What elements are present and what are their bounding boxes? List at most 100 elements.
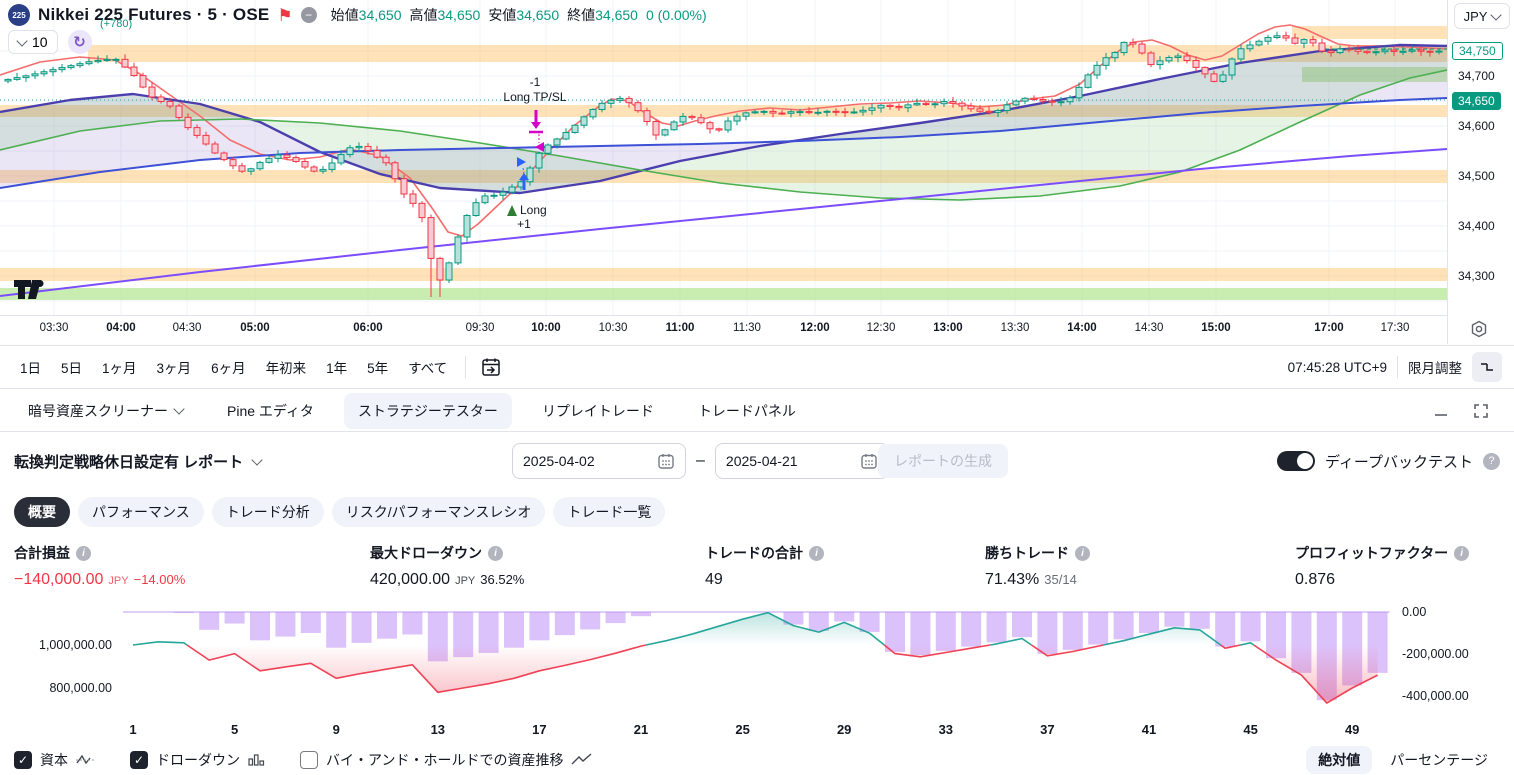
goto-date-icon[interactable]	[476, 352, 506, 382]
time-label: 09:30	[465, 322, 495, 334]
range-button[interactable]: 1ヶ月	[94, 352, 145, 382]
ma-long-line	[0, 148, 1447, 297]
range-button[interactable]: 5日	[53, 352, 90, 382]
minus-icon[interactable]: −	[300, 7, 317, 23]
panel-tab-label: ストラテジーテスター	[357, 402, 498, 419]
trade-number-label: 33	[938, 722, 954, 737]
buy-and-hold-checkbox[interactable]: バイ・アンド・ホールドでの資産推移	[300, 750, 593, 770]
range-button[interactable]: 6ヶ月	[203, 352, 254, 382]
info-icon[interactable]: i	[1075, 545, 1090, 561]
range-button[interactable]: 3ヶ月	[149, 352, 200, 382]
price-label: 34,700	[1458, 69, 1495, 83]
range-button[interactable]: すべて	[400, 352, 455, 382]
range-button[interactable]: 1日	[12, 352, 49, 382]
help-icon[interactable]: ?	[1483, 452, 1500, 470]
price-chart-pane[interactable]: -1 Long TP/SL Long +1 225 Nikkei 225 Future…	[0, 0, 1514, 345]
chevron-down-icon	[173, 403, 185, 415]
time-label: 05:00	[240, 322, 270, 334]
capital-label: 資本	[40, 752, 68, 768]
refresh-icon[interactable]: ↻	[67, 30, 92, 54]
exit-marker-icon	[535, 142, 544, 152]
report-tab[interactable]: 概要	[14, 497, 70, 527]
info-icon[interactable]: i	[1454, 545, 1470, 561]
report-tab[interactable]: リスク/パフォーマンスレシオ	[331, 497, 546, 527]
range-buttons: 1日 5日 1ヶ月 3ヶ月 6ヶ月 年初来 1年 5年 すべて	[12, 352, 455, 382]
time-axis[interactable]: 03:30 04:00 04:30 05:00 06:00 09:30 10:00 10:30…	[0, 315, 1447, 345]
equity-line	[883, 644, 991, 658]
panel-tab[interactable]: ストラテジーテスター	[343, 392, 512, 429]
panel-tab[interactable]: トレードパネル	[684, 393, 810, 429]
tradingview-logo	[14, 280, 44, 299]
panel-tab-label: 暗号資産スクリーナー	[28, 402, 168, 419]
report-tab[interactable]: トレード一覧	[553, 497, 666, 527]
buy-and-hold-label: バイ・アンド・ホールドでの資産推移	[326, 752, 564, 768]
date-to-input[interactable]: 2025-04-21	[714, 443, 889, 479]
panel-tab[interactable]: リプレイトレード	[528, 393, 668, 429]
toolbar-right: 07:45:28 UTC+9 限月調整	[1288, 352, 1502, 382]
equity-line-icon	[76, 754, 96, 765]
entry-marker-icon	[517, 157, 526, 167]
deep-backtest-control: ディープバックテスト ?	[1276, 451, 1500, 472]
interval-dropdown[interactable]: 10	[8, 30, 58, 54]
checkbox-checked-icon: ✓	[130, 751, 148, 769]
trade-number-label: 37	[1040, 722, 1055, 737]
time-label: 11:30	[733, 322, 761, 334]
svg-text:Long TP/SL: Long TP/SL	[503, 90, 566, 104]
drawdown-label: ドローダウン	[156, 752, 240, 768]
range-button[interactable]: 年初来	[258, 352, 315, 382]
equity-chart[interactable]: 1,000,000.00 800,000.00 0.00 -200,000.00 -40…	[0, 600, 1514, 745]
report-header: 転換判定戦略休日設定有 レポート 2025-04-02 – 2025-04-21…	[0, 432, 1514, 490]
info-icon[interactable]: i	[76, 545, 91, 561]
equity-line	[1103, 627, 1222, 646]
calendar-icon	[658, 454, 674, 469]
interval-value: 10	[32, 34, 48, 50]
stat-value: 0.876	[1295, 571, 1336, 588]
symbol-title[interactable]: Nikkei 225 Futures · 5 · OSE	[38, 5, 270, 24]
panel-tab[interactable]: 暗号資産スクリーナー	[14, 393, 197, 429]
capital-checkbox[interactable]: ✓ 資本	[14, 750, 96, 770]
report-tab[interactable]: パフォーマンス	[78, 497, 204, 527]
equity-area	[646, 612, 885, 645]
buy-and-hold-line-icon	[571, 753, 592, 765]
chevron-down-icon	[16, 34, 28, 47]
change-bubble: (+780)	[100, 18, 133, 30]
time-label: 12:30	[866, 322, 896, 334]
generate-report-button[interactable]: レポートの生成	[878, 444, 1008, 478]
panel-tab[interactable]: Pine エディタ	[213, 393, 328, 429]
session-clock[interactable]: 07:45:28 UTC+9	[1287, 359, 1387, 375]
panel-layout-button[interactable]	[1472, 352, 1502, 382]
percent-mode-button[interactable]: パーセンテージ	[1390, 752, 1488, 768]
time-label: 12:00	[800, 322, 830, 334]
maximize-panel-icon[interactable]	[1468, 398, 1494, 424]
trade-number-label: 9	[332, 722, 340, 737]
stat-value: 49	[705, 571, 723, 588]
chart-controls-row: 10 ↻ (+780)	[8, 18, 132, 54]
drawdown-bars-icon	[248, 754, 265, 766]
price-axis[interactable]: JPY 34,750 34,700 34,650 34,600 34,500 34,400…	[1447, 0, 1514, 344]
axis-settings-icon[interactable]	[1470, 320, 1488, 343]
time-label: 13:00	[933, 322, 963, 334]
time-label: 14:00	[1067, 322, 1097, 334]
time-label: 15:00	[1201, 322, 1231, 334]
trade-number-label: 21	[633, 722, 649, 737]
info-icon[interactable]: i	[809, 545, 824, 561]
equity-area	[884, 645, 991, 657]
range-button[interactable]: 1年	[318, 352, 355, 382]
date-to-value: 2025-04-21	[725, 453, 798, 469]
minimize-panel-icon[interactable]	[1428, 398, 1454, 424]
trade-number-label: 1	[129, 722, 137, 737]
ma-cloud-fill	[0, 45, 1447, 200]
report-tab[interactable]: トレード分析	[211, 497, 324, 527]
contract-adjust-button[interactable]: 限月調整	[1408, 361, 1462, 376]
deep-backtest-toggle[interactable]	[1276, 451, 1315, 471]
currency-dropdown[interactable]: JPY	[1454, 3, 1510, 29]
date-from-input[interactable]: 2025-04-02	[512, 443, 686, 479]
drawdown-checkbox[interactable]: ✓ ドローダウン	[130, 750, 266, 770]
info-icon[interactable]: i	[488, 545, 503, 561]
absolute-mode-button[interactable]: 絶対値	[1306, 746, 1373, 774]
strategy-selector[interactable]: 転換判定戦略休日設定有 レポート	[14, 451, 263, 472]
range-button[interactable]: 5年	[359, 352, 396, 382]
flag-icon[interactable]: ⚑	[277, 5, 293, 25]
